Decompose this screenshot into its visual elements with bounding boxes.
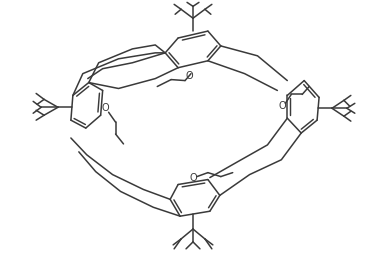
Text: O: O <box>278 101 286 111</box>
Text: O: O <box>189 172 197 183</box>
Text: O: O <box>102 103 109 113</box>
Text: O: O <box>185 71 193 81</box>
